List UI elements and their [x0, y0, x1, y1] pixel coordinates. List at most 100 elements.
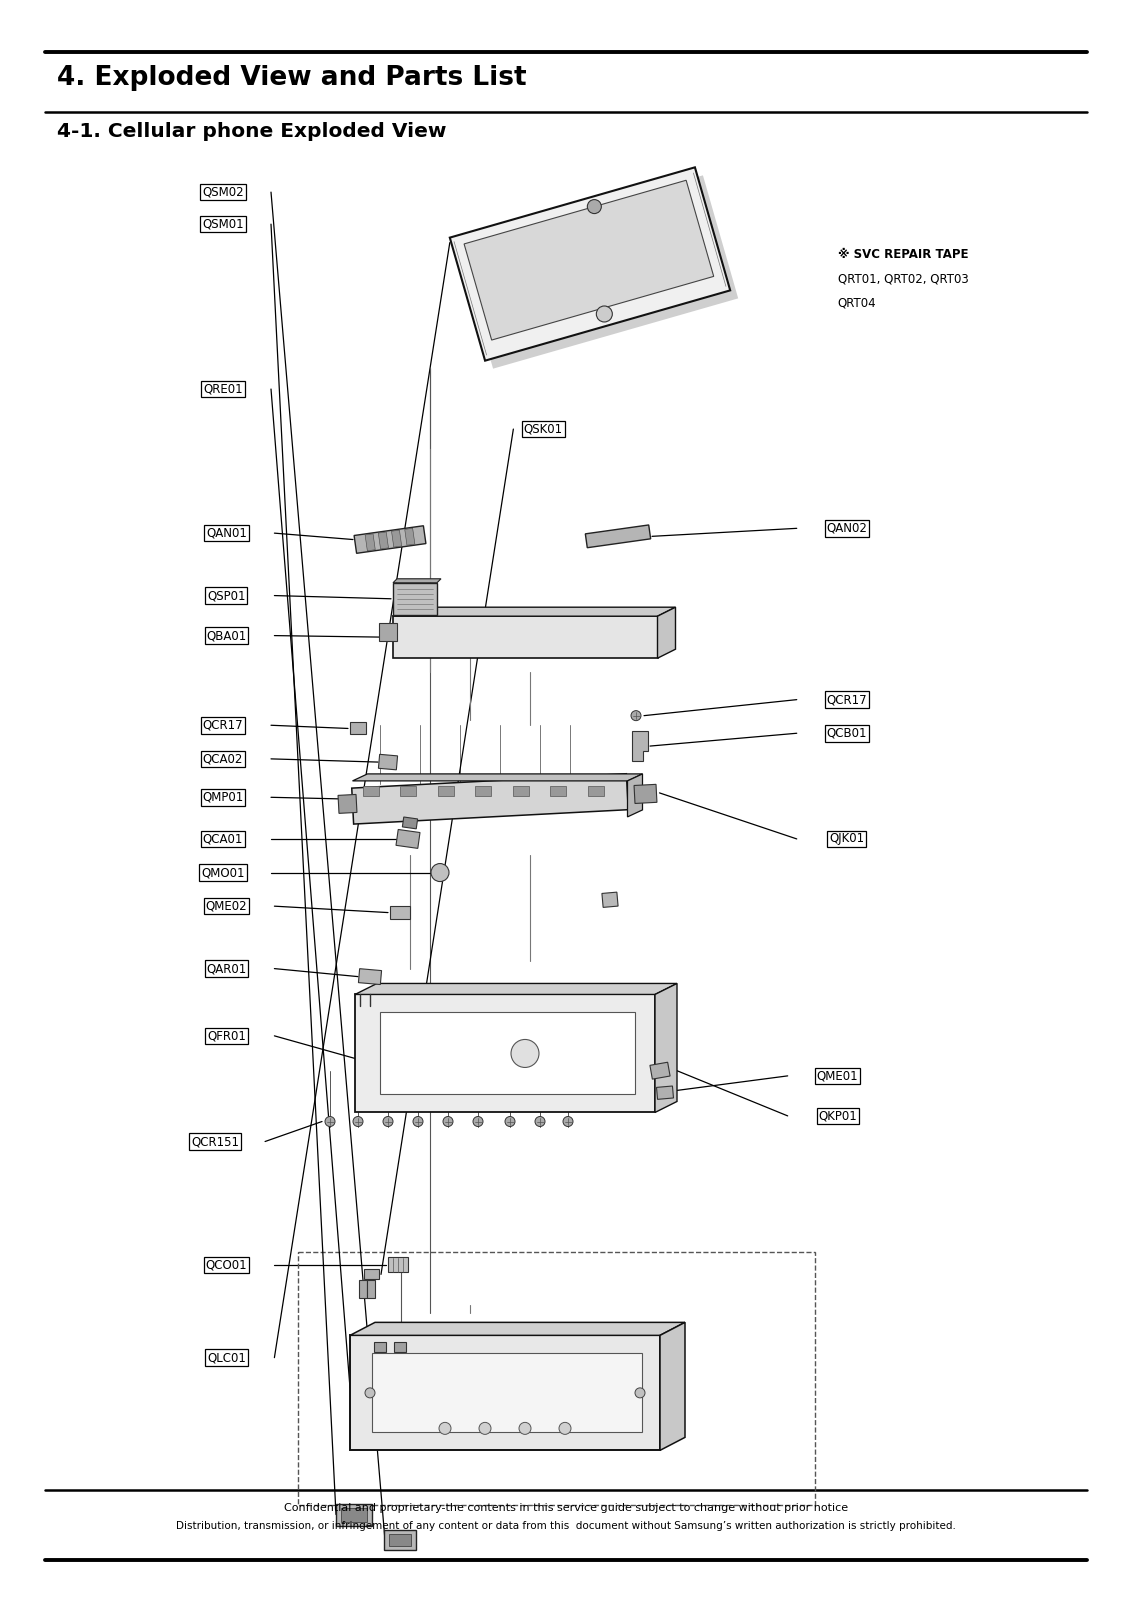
Circle shape — [413, 1116, 423, 1127]
Text: QCO01: QCO01 — [206, 1258, 247, 1271]
Circle shape — [479, 1422, 491, 1434]
Circle shape — [505, 1116, 515, 1127]
Text: QRE01: QRE01 — [203, 383, 243, 395]
Bar — [550, 786, 566, 796]
Polygon shape — [338, 794, 357, 813]
Polygon shape — [393, 607, 676, 616]
Polygon shape — [350, 1322, 685, 1335]
Polygon shape — [389, 1534, 411, 1547]
Circle shape — [439, 1422, 451, 1434]
Polygon shape — [602, 892, 618, 908]
Polygon shape — [660, 1322, 685, 1451]
Polygon shape — [634, 784, 657, 804]
Polygon shape — [372, 1353, 642, 1433]
Polygon shape — [392, 530, 402, 548]
Polygon shape — [355, 994, 655, 1113]
Polygon shape — [336, 1503, 372, 1526]
Bar — [362, 786, 378, 796]
Polygon shape — [363, 1270, 378, 1279]
Polygon shape — [457, 176, 738, 368]
Text: Confidential and proprietary-the contents in this service guide subject to chang: Confidential and proprietary-the content… — [284, 1503, 848, 1513]
Polygon shape — [359, 1281, 367, 1298]
Text: QCA01: QCA01 — [203, 833, 243, 845]
Circle shape — [559, 1422, 571, 1434]
Polygon shape — [657, 1085, 674, 1100]
Polygon shape — [359, 969, 381, 985]
Polygon shape — [354, 525, 426, 554]
Polygon shape — [449, 168, 730, 360]
Circle shape — [511, 1039, 539, 1068]
Text: QRT04: QRT04 — [838, 296, 876, 309]
Circle shape — [563, 1116, 573, 1127]
Text: QAN01: QAN01 — [206, 527, 247, 540]
Polygon shape — [378, 532, 388, 549]
Bar — [588, 786, 603, 796]
Circle shape — [597, 306, 612, 322]
Circle shape — [635, 1388, 645, 1398]
Polygon shape — [632, 732, 648, 760]
Polygon shape — [393, 583, 437, 615]
Polygon shape — [350, 1335, 660, 1451]
Polygon shape — [367, 1281, 375, 1298]
Polygon shape — [384, 1531, 415, 1550]
Polygon shape — [350, 722, 366, 735]
Polygon shape — [650, 1061, 670, 1079]
Polygon shape — [394, 1342, 406, 1353]
Circle shape — [353, 1116, 363, 1127]
Text: QSK01: QSK01 — [524, 423, 563, 435]
Text: QKP01: QKP01 — [818, 1109, 857, 1122]
Text: QSP01: QSP01 — [207, 589, 246, 602]
Circle shape — [443, 1116, 453, 1127]
Circle shape — [325, 1116, 335, 1127]
Text: QCR17: QCR17 — [826, 693, 867, 706]
Polygon shape — [464, 181, 713, 339]
Text: QSM01: QSM01 — [203, 218, 243, 231]
Circle shape — [518, 1422, 531, 1434]
Polygon shape — [352, 773, 643, 781]
Text: QME02: QME02 — [206, 900, 247, 913]
Text: QME01: QME01 — [817, 1069, 858, 1082]
Text: QSM02: QSM02 — [203, 186, 243, 199]
Polygon shape — [655, 983, 677, 1113]
Polygon shape — [402, 817, 418, 829]
Bar — [437, 786, 454, 796]
Circle shape — [535, 1116, 544, 1127]
Circle shape — [588, 200, 601, 213]
Polygon shape — [374, 1342, 386, 1353]
Polygon shape — [396, 829, 420, 849]
Text: QCR151: QCR151 — [191, 1135, 239, 1148]
Text: 4. Exploded View and Parts List: 4. Exploded View and Parts List — [57, 66, 526, 91]
Polygon shape — [352, 773, 628, 825]
Polygon shape — [355, 983, 677, 994]
Bar — [475, 786, 491, 796]
Polygon shape — [627, 773, 643, 817]
Bar — [400, 786, 415, 796]
Text: QJK01: QJK01 — [829, 833, 865, 845]
Text: QFR01: QFR01 — [207, 1029, 246, 1042]
Polygon shape — [585, 525, 651, 548]
Polygon shape — [378, 623, 396, 640]
Bar — [513, 786, 529, 796]
Circle shape — [365, 1388, 375, 1398]
Text: QRT01, QRT02, QRT03: QRT01, QRT02, QRT03 — [838, 272, 969, 285]
Circle shape — [431, 863, 449, 882]
Polygon shape — [380, 1012, 635, 1095]
Text: QCA02: QCA02 — [203, 752, 243, 765]
Text: QCR17: QCR17 — [203, 719, 243, 732]
Text: ※ SVC REPAIR TAPE: ※ SVC REPAIR TAPE — [838, 248, 968, 261]
Polygon shape — [388, 1257, 408, 1273]
Text: QAN02: QAN02 — [826, 522, 867, 535]
Bar — [298, 1252, 815, 1505]
Polygon shape — [366, 533, 376, 551]
Text: QMO01: QMO01 — [201, 866, 245, 879]
Text: QBA01: QBA01 — [206, 629, 247, 642]
Text: Distribution, transmission, or infringement of any content or data from this  do: Distribution, transmission, or infringem… — [177, 1521, 955, 1531]
Circle shape — [631, 711, 641, 720]
Text: QMP01: QMP01 — [203, 791, 243, 804]
Polygon shape — [393, 616, 658, 658]
Text: QLC01: QLC01 — [207, 1351, 246, 1364]
Polygon shape — [391, 906, 410, 919]
Polygon shape — [405, 528, 415, 546]
Circle shape — [383, 1116, 393, 1127]
Polygon shape — [658, 607, 676, 658]
